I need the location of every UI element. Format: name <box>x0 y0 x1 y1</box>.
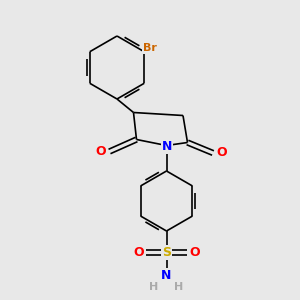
Text: O: O <box>133 246 144 259</box>
Text: H: H <box>149 282 158 292</box>
Text: Br: Br <box>143 43 157 53</box>
Text: H: H <box>175 282 184 292</box>
Text: O: O <box>96 145 106 158</box>
Text: N: N <box>162 140 172 154</box>
Text: S: S <box>162 246 171 259</box>
Text: O: O <box>189 246 200 259</box>
Text: O: O <box>216 146 227 160</box>
Text: N: N <box>161 269 172 282</box>
